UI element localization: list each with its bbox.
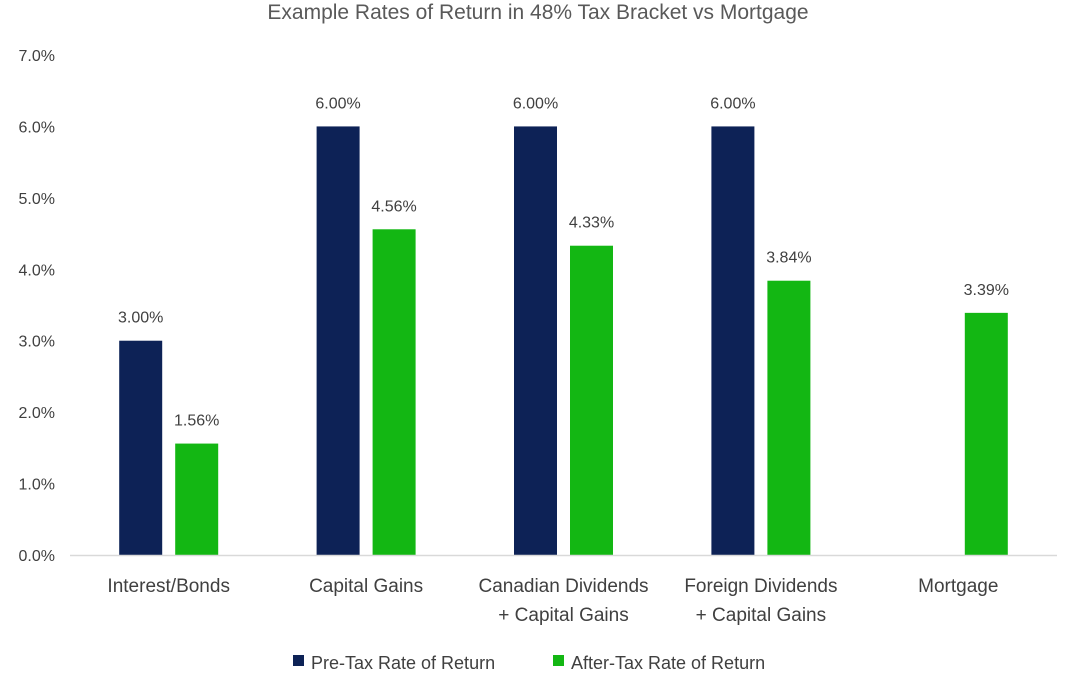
y-tick-label: 0.0% <box>19 548 55 565</box>
y-tick-label: 4.0% <box>19 262 55 279</box>
data-labels-group: 3.00% 6.00% 6.00% 6.00% 1.56% 4.56% 4.33% 3.84%… <box>118 95 1009 429</box>
chart-title: Example Rates of Return in 48% Tax Brack… <box>267 1 808 24</box>
bar-pre-tax <box>514 126 557 555</box>
bar-pre-tax <box>316 126 360 555</box>
x-category-label: + Capital Gains <box>498 605 628 626</box>
x-category-label: Canadian Dividends <box>478 576 648 597</box>
y-tick-label: 1.0% <box>19 477 55 494</box>
x-category-label: Mortgage <box>918 576 998 597</box>
x-axis-categories: Interest/Bonds Capital Gains Canadian Divi… <box>107 576 998 626</box>
y-tick-label: 3.0% <box>19 334 55 351</box>
data-label: 6.00% <box>315 95 360 112</box>
bar-after-tax <box>175 443 219 555</box>
y-tick-label: 5.0% <box>19 191 55 208</box>
bar-after-tax <box>767 280 811 555</box>
legend-swatch <box>293 655 304 666</box>
bars-group <box>119 126 1008 556</box>
x-category-label: Foreign Dividends <box>684 576 837 597</box>
x-category-label: Capital Gains <box>309 576 423 597</box>
data-label: 3.84% <box>766 250 811 267</box>
y-tick-label: 7.0% <box>19 48 55 65</box>
x-category-label: + Capital Gains <box>696 605 826 626</box>
data-label: 6.00% <box>710 95 755 112</box>
data-label: 4.33% <box>569 215 614 232</box>
bar-after-tax <box>964 312 1008 555</box>
legend: Pre-Tax Rate of Return After-Tax Rate of … <box>293 653 765 673</box>
data-label: 1.56% <box>174 413 219 430</box>
bar-pre-tax <box>119 340 163 555</box>
legend-swatch <box>553 655 564 666</box>
data-label: 3.00% <box>118 310 163 327</box>
data-label: 3.39% <box>964 282 1009 299</box>
legend-label: Pre-Tax Rate of Return <box>311 653 495 673</box>
legend-label: After-Tax Rate of Return <box>571 653 765 673</box>
data-label: 6.00% <box>513 95 558 112</box>
y-axis-ticks: 0.0% 1.0% 2.0% 3.0% 4.0% 5.0% 6.0% 7.0% <box>19 48 55 565</box>
y-tick-label: 6.0% <box>19 119 55 136</box>
y-tick-label: 2.0% <box>19 405 55 422</box>
x-category-label: Interest/Bonds <box>107 576 230 597</box>
bar-pre-tax <box>711 126 755 555</box>
bar-after-tax <box>570 245 613 555</box>
bar-after-tax <box>372 229 416 556</box>
data-label: 4.56% <box>371 198 416 215</box>
